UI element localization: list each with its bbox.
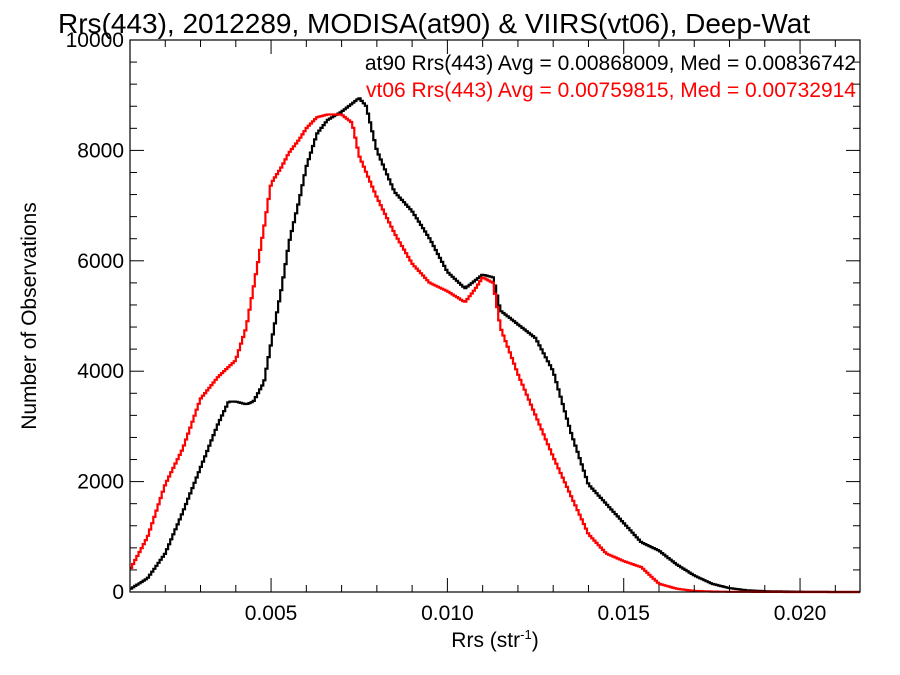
x-axis-label-superscript: -1 [520,627,532,642]
x-tick-label: 0.015 [597,602,650,625]
legend-entry-at90: at90 Rrs(443) Avg = 0.00868009, Med = 0.… [365,52,856,75]
x-axis-label-main: Rrs (str [451,629,520,652]
series-line-vt06 [130,113,860,594]
x-tick-label: 0.005 [245,602,298,625]
x-tick-label: 0.010 [421,602,474,625]
series-line-at90 [130,97,860,594]
y-tick-label: 2000 [77,471,124,494]
y-tick-label: 0 [112,581,124,604]
series-layer [130,97,860,594]
x-axis: 0.005 0.010 0.015 0.020 [129,40,836,625]
chart-title: Rrs(443), 2012289, MODISA(at90) & VIIRS(… [58,8,810,39]
y-axis: 0 2000 4000 6000 8000 10000 [66,29,860,604]
plot-frame [129,39,861,593]
x-axis-label: Rrs (str-1) [451,627,538,652]
y-tick-label: 10000 [66,29,124,52]
legend: at90 Rrs(443) Avg = 0.00868009, Med = 0.… [365,52,856,102]
x-tick-label: 0.020 [774,602,827,625]
x-axis-label-close: ) [532,629,539,652]
y-tick-label: 6000 [77,250,124,273]
y-tick-label: 4000 [77,360,124,383]
y-tick-label: 8000 [77,139,124,162]
y-axis-label: Number of Observations [18,202,41,430]
legend-entry-vt06: vt06 Rrs(443) Avg = 0.00759815, Med = 0.… [366,79,856,102]
